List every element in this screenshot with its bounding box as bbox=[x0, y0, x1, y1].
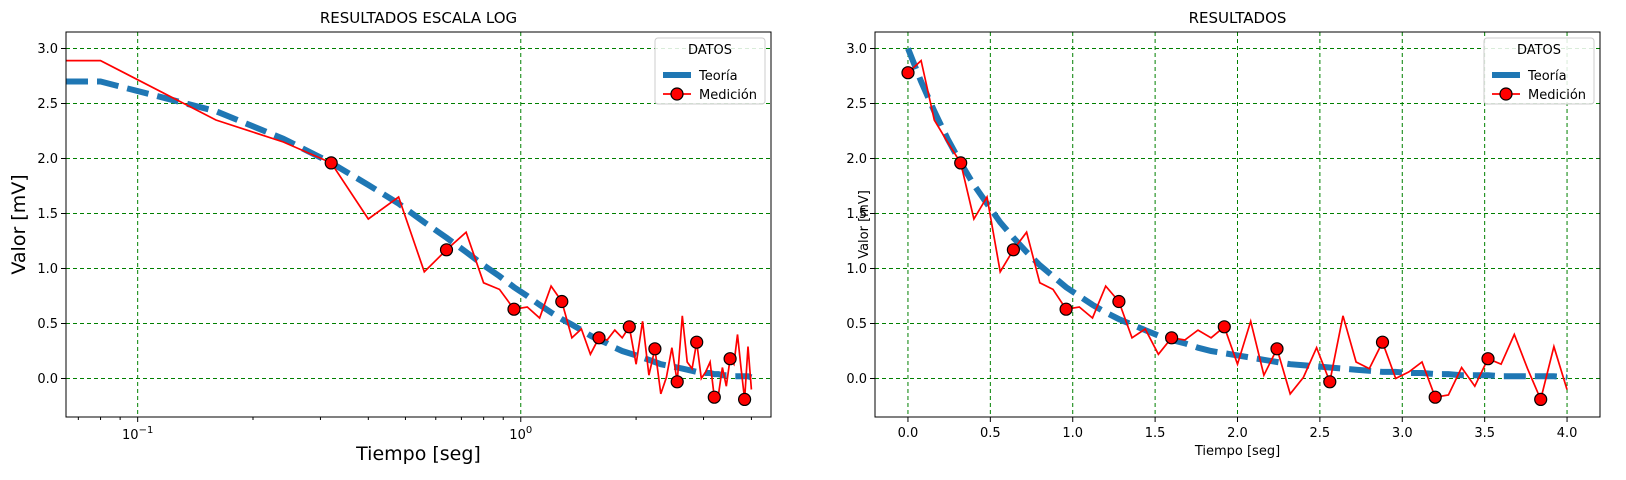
y-tick-label: 2.0 bbox=[37, 152, 58, 167]
medicion-marker bbox=[592, 331, 606, 345]
y-tick-label: 0.0 bbox=[846, 372, 867, 387]
medicion-marker bbox=[1217, 320, 1231, 334]
medicion-marker bbox=[1164, 331, 1179, 345]
y-tick-label: 0.0 bbox=[37, 372, 58, 387]
x-tick-label: 10−1 bbox=[122, 425, 153, 443]
x-tick-label: 3.0 bbox=[1392, 426, 1413, 441]
medicion-marker bbox=[1375, 335, 1390, 349]
y-tick-label: 3.0 bbox=[37, 42, 58, 57]
chart-title: RESULTADOS bbox=[1189, 9, 1287, 27]
x-tick-label: 4.0 bbox=[1557, 426, 1578, 441]
x-tick-label: 1.5 bbox=[1145, 426, 1166, 441]
x-axis-label: Tiempo [seg] bbox=[1194, 444, 1280, 459]
y-tick-label: 2.5 bbox=[846, 97, 867, 112]
legend-medicion-marker bbox=[1499, 87, 1513, 101]
chart-2: 0.0 0.5 1.0 1.5 2.0 2.5 3.0 3.5 4.0 0.0 0.5 1.0 1.5 2… bbox=[846, 9, 1601, 459]
x-tick-label: 100 bbox=[509, 425, 532, 443]
legend-title: DATOS bbox=[688, 43, 732, 58]
legend-box bbox=[654, 37, 766, 105]
medicion-marker bbox=[1059, 302, 1073, 316]
legend-box bbox=[1483, 37, 1595, 105]
plot-area bbox=[66, 59, 753, 406]
medicion-marker bbox=[648, 342, 662, 356]
legend: DATOS Teoría Medición bbox=[654, 37, 766, 105]
y-tick-label: 1.5 bbox=[37, 207, 58, 222]
legend-medicion-label: Medición bbox=[1528, 88, 1586, 103]
legend-medicion-label: Medición bbox=[699, 88, 757, 103]
medicion-marker bbox=[324, 156, 338, 170]
legend-title: DATOS bbox=[1517, 43, 1561, 58]
x-tick-label: 2.5 bbox=[1310, 426, 1331, 441]
medicion-marker bbox=[1481, 352, 1495, 366]
legend-teoria-label: Teoría bbox=[698, 69, 738, 84]
series-medicion-line bbox=[907, 58, 1568, 403]
y-axis-label: Valor [mV] bbox=[857, 190, 872, 259]
medicion-marker bbox=[1323, 375, 1337, 389]
x-axis-label: Tiempo [seg] bbox=[355, 443, 481, 465]
y-tick-label: 1.0 bbox=[846, 262, 867, 277]
medicion-marker bbox=[1428, 390, 1442, 404]
y-tick-label: 3.0 bbox=[846, 42, 867, 57]
y-tick-label: 2.0 bbox=[846, 152, 867, 167]
medicion-marker bbox=[555, 294, 569, 309]
series-medicion-line bbox=[66, 59, 753, 400]
medicion-marker bbox=[737, 392, 752, 406]
y-tick-label: 0.5 bbox=[846, 317, 867, 332]
y-tick-label: 2.5 bbox=[37, 97, 58, 112]
x-tick-label: 0.0 bbox=[898, 426, 919, 441]
y-axis-label: Valor [mV] bbox=[8, 174, 30, 274]
medicion-marker bbox=[1112, 294, 1126, 309]
medicion-marker bbox=[723, 352, 737, 366]
medicion-marker bbox=[439, 243, 454, 257]
y-tick-label: 0.5 bbox=[37, 317, 58, 332]
medicion-marker bbox=[901, 66, 915, 80]
chart-1: 10−1 100 0.0 0.5 1.0 1.5 2.0 2.5 3.0 RESULTADOS E… bbox=[8, 9, 772, 465]
medicion-marker bbox=[507, 302, 521, 316]
chart-title: RESULTADOS ESCALA LOG bbox=[320, 9, 517, 27]
plot-area bbox=[901, 47, 1568, 406]
axes-frame bbox=[65, 31, 772, 418]
medicion-marker bbox=[1006, 243, 1021, 257]
y-tick-label: 1.5 bbox=[846, 207, 867, 222]
x-tick-label: 0.5 bbox=[980, 426, 1001, 441]
series-teoria-line bbox=[66, 78, 753, 381]
x-tick-label: 2.0 bbox=[1227, 426, 1248, 441]
medicion-marker bbox=[622, 320, 636, 334]
x-tick-label: 3.5 bbox=[1474, 426, 1495, 441]
medicion-marker bbox=[1270, 342, 1284, 356]
legend-teoria-label: Teoría bbox=[1527, 69, 1567, 84]
medicion-marker bbox=[690, 335, 704, 349]
medicion-marker bbox=[670, 375, 684, 389]
medicion-marker bbox=[1534, 392, 1548, 406]
legend: DATOS Teoría Medición bbox=[1483, 37, 1595, 105]
y-tick-label: 1.0 bbox=[37, 262, 58, 277]
medicion-marker bbox=[954, 156, 968, 170]
legend-medicion-marker bbox=[670, 87, 684, 101]
x-tick-label: 1.0 bbox=[1062, 426, 1083, 441]
medicion-marker bbox=[707, 390, 721, 404]
